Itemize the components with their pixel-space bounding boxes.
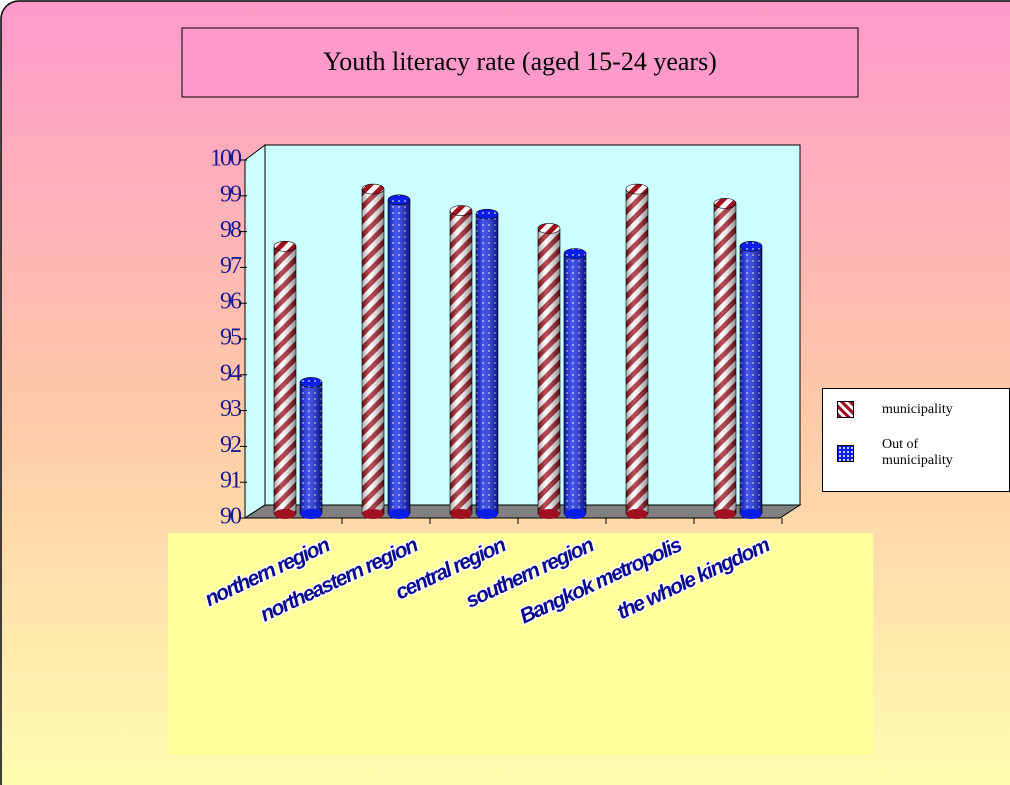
bar [475, 208, 499, 519]
y-tick-label: 96 [220, 289, 242, 315]
legend: municipality Out of municipality [822, 388, 1010, 492]
bar-top [475, 208, 499, 220]
y-tick-label: 91 [220, 468, 241, 494]
legend-swatch [837, 401, 854, 418]
bar-shade [362, 189, 384, 514]
bar-base [564, 509, 586, 519]
title-box [181, 27, 859, 98]
side-wall [244, 144, 266, 519]
bar [625, 183, 649, 519]
bar-outline [273, 246, 297, 514]
legend-item: municipality [837, 401, 992, 418]
bar-outline [713, 203, 737, 514]
bar [739, 241, 763, 519]
bar-top [361, 183, 385, 195]
bar-outline [563, 253, 587, 514]
bar-base [300, 509, 322, 519]
chart-title: Youth literacy rate (aged 15-24 years) [323, 47, 717, 76]
y-tick-label: 99 [220, 181, 242, 207]
bar-top [537, 223, 561, 234]
bar-shade [300, 382, 322, 514]
bar [537, 223, 561, 519]
bar-base [388, 509, 410, 519]
y-tick-label: 94 [220, 360, 242, 386]
bar-outline [299, 382, 323, 514]
bar-outline [449, 210, 473, 514]
bar-base [538, 509, 560, 519]
y-tick-label: 92 [220, 432, 241, 458]
bar-base [362, 509, 384, 519]
bar-outline [361, 189, 385, 514]
legend-item: Out of municipality [837, 437, 992, 469]
bar-base [626, 509, 648, 519]
bar-shade [274, 246, 296, 514]
y-tick-label: 100 [210, 146, 242, 172]
bar-outline [625, 189, 649, 514]
bar-outline [475, 214, 499, 514]
bar-outline [739, 246, 763, 514]
bar-top [449, 205, 473, 216]
bar-base [274, 509, 296, 519]
legend-label: municipality [882, 401, 953, 417]
y-tick-label: 98 [220, 217, 242, 243]
bar-top [625, 183, 649, 195]
bar [387, 194, 411, 519]
bar [361, 183, 385, 519]
bar-top [739, 241, 763, 252]
y-tick-label: 95 [220, 325, 242, 351]
bar-top [563, 248, 587, 259]
bar-shade [714, 203, 736, 514]
label-area [168, 533, 873, 755]
bar-shade [626, 189, 648, 514]
bar [449, 205, 473, 519]
bar [299, 377, 323, 519]
bar-top [299, 377, 323, 388]
bar-top [273, 241, 297, 252]
bar-shade [476, 214, 498, 514]
bar-top [387, 194, 411, 206]
y-tick-label: 93 [220, 396, 242, 422]
bar-top [713, 198, 737, 209]
bar-base [476, 509, 498, 519]
bar-shade [740, 246, 762, 514]
bar-shade [388, 199, 410, 515]
bar [713, 198, 737, 519]
bar-base [450, 509, 472, 519]
legend-swatch [837, 444, 854, 462]
bar [563, 248, 587, 519]
y-tick-label: 90 [220, 504, 242, 530]
bar [273, 241, 297, 519]
y-tick-label: 97 [220, 253, 242, 279]
bar-shade [450, 210, 472, 515]
legend-label: Out of municipality [882, 437, 953, 468]
bar-base [714, 509, 736, 519]
bar-shade [538, 228, 560, 514]
bar-base [740, 509, 762, 519]
bar-shade [564, 253, 586, 514]
bar-outline [537, 228, 561, 514]
bar-outline [387, 199, 411, 514]
